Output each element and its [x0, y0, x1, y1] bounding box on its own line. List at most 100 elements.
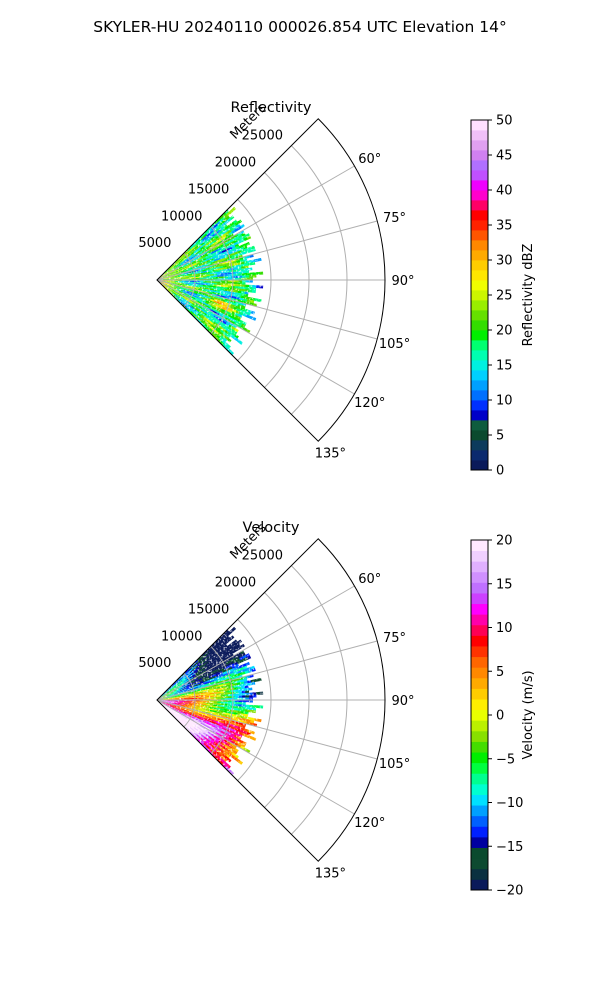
azimuth-gridline: [156, 699, 355, 815]
azimuth-gridline: [156, 165, 355, 281]
theta-tick-label: 135°: [315, 867, 346, 882]
colorbar-segment: [471, 350, 488, 361]
azimuth-gridline: [156, 699, 378, 760]
theta-tick-label: 90°: [391, 274, 414, 289]
colorbar-segment: [471, 752, 488, 764]
colorbar-tick-label: −5: [496, 752, 515, 767]
colorbar-tick-label: 5: [496, 429, 504, 444]
theta-tick-label: 75°: [383, 631, 406, 646]
velocity-panel: Velocity 60° 75° 90° 105° 120° 135° 5000 10000 15…: [138, 520, 536, 899]
colorbar-segment: [471, 794, 488, 806]
colorbar-segment: [471, 200, 488, 211]
colorbar-tick-label: 20: [496, 534, 513, 549]
colorbar-tick-label: 45: [496, 149, 513, 164]
colorbar-segment: [471, 815, 488, 827]
colorbar-segment: [471, 550, 488, 562]
colorbar-tick-label: 10: [496, 394, 513, 409]
colorbar-segment: [471, 390, 488, 401]
colorbar-tick-label: −10: [496, 796, 523, 811]
theta-tick-label: 105°: [379, 337, 410, 352]
colorbar-tick-label: 15: [496, 359, 513, 374]
colorbar-tick-label: 25: [496, 289, 513, 304]
colorbar-segment: [471, 836, 488, 848]
colorbar-segment: [471, 270, 488, 281]
colorbar-segment: [471, 709, 488, 721]
colorbar-segment: [471, 250, 488, 261]
colorbar-segment: [471, 762, 488, 774]
theta-tick-label: 60°: [358, 152, 381, 167]
colorbar-segment: [471, 720, 488, 732]
colorbar-label: Velocity (m/s): [521, 670, 536, 759]
colorbar-segment: [471, 450, 488, 461]
colorbar-label: Reflectivity dBZ: [521, 244, 536, 347]
colorbar-segment: [471, 420, 488, 431]
colorbar-segment: [471, 160, 488, 171]
theta-tick-label: 90°: [391, 694, 414, 709]
colorbar-segment: [471, 190, 488, 201]
colorbar-segment: [471, 582, 488, 594]
range-tick-label: 5000: [138, 656, 171, 671]
colorbar-segment: [471, 571, 488, 583]
colorbar-tick-label: 20: [496, 324, 513, 339]
colorbar-segment: [471, 120, 488, 131]
colorbar-segment: [471, 170, 488, 181]
colorbar-segment: [471, 783, 488, 795]
colorbar-segment: [471, 858, 488, 870]
colorbar-segment: [471, 593, 488, 605]
colorbar-tick-label: 35: [496, 219, 513, 234]
colorbar-segment: [471, 879, 488, 891]
colorbar-segment: [471, 300, 488, 311]
colorbar-segment: [471, 688, 488, 700]
colorbar-segment: [471, 741, 488, 753]
colorbar-tick-label: −15: [496, 840, 523, 855]
polar-frame: [156, 118, 386, 442]
colorbar: 0 5 10 15 20 25 30 35 40 45 50 Reflectivity dBZ: [470, 114, 536, 479]
colorbar-segment: [471, 330, 488, 341]
colorbar-segment: [471, 210, 488, 221]
range-tick-label: 25000: [242, 549, 283, 564]
colorbar-tick-label: 0: [496, 464, 504, 479]
colorbar-segment: [471, 260, 488, 271]
colorbar-tick-label: 50: [496, 114, 513, 129]
azimuth-gridline: [156, 220, 378, 281]
azimuth-gridline: [156, 640, 378, 701]
colorbar-segment: [471, 826, 488, 838]
colorbar-segment: [471, 440, 488, 451]
range-tick-label: 20000: [215, 576, 256, 591]
colorbar-segment: [471, 603, 488, 615]
colorbar-segment: [471, 677, 488, 689]
colorbar-tick-label: 0: [496, 709, 504, 724]
theta-tick-label: 120°: [354, 816, 385, 831]
colorbar-segment: [471, 400, 488, 411]
colorbar-segment: [471, 380, 488, 391]
colorbar-tick-label: 30: [496, 254, 513, 269]
colorbar-segment: [471, 280, 488, 291]
colorbar-segment: [471, 460, 488, 471]
azimuth-gridline: [156, 279, 378, 340]
range-tick-label: 15000: [188, 602, 229, 617]
range-tick-label: 25000: [242, 129, 283, 144]
colorbar-segment: [471, 430, 488, 441]
colorbar-segment: [471, 540, 488, 552]
panel-title: Reflectivity: [231, 100, 312, 116]
colorbar-segment: [471, 656, 488, 668]
colorbar-segment: [471, 230, 488, 241]
figure-suptitle: SKYLER-HU 20240110 000026.854 UTC Elevat…: [93, 18, 507, 36]
colorbar-segment: [471, 290, 488, 301]
azimuth-gridline: [156, 585, 355, 701]
colorbar-segment: [471, 180, 488, 191]
range-tick-label: 5000: [138, 236, 171, 251]
colorbar-segment: [471, 140, 488, 151]
polar-frame: [156, 538, 386, 862]
panel-title: Velocity: [243, 520, 300, 536]
colorbar-segment: [471, 646, 488, 658]
colorbar-segment: [471, 360, 488, 371]
theta-tick-label: 75°: [383, 211, 406, 226]
colorbar-segment: [471, 320, 488, 331]
colorbar-segment: [471, 220, 488, 231]
colorbar-tick-label: 10: [496, 621, 513, 636]
colorbar-segment: [471, 340, 488, 351]
colorbar-segment: [471, 667, 488, 679]
colorbar-tick-label: 40: [496, 184, 513, 199]
